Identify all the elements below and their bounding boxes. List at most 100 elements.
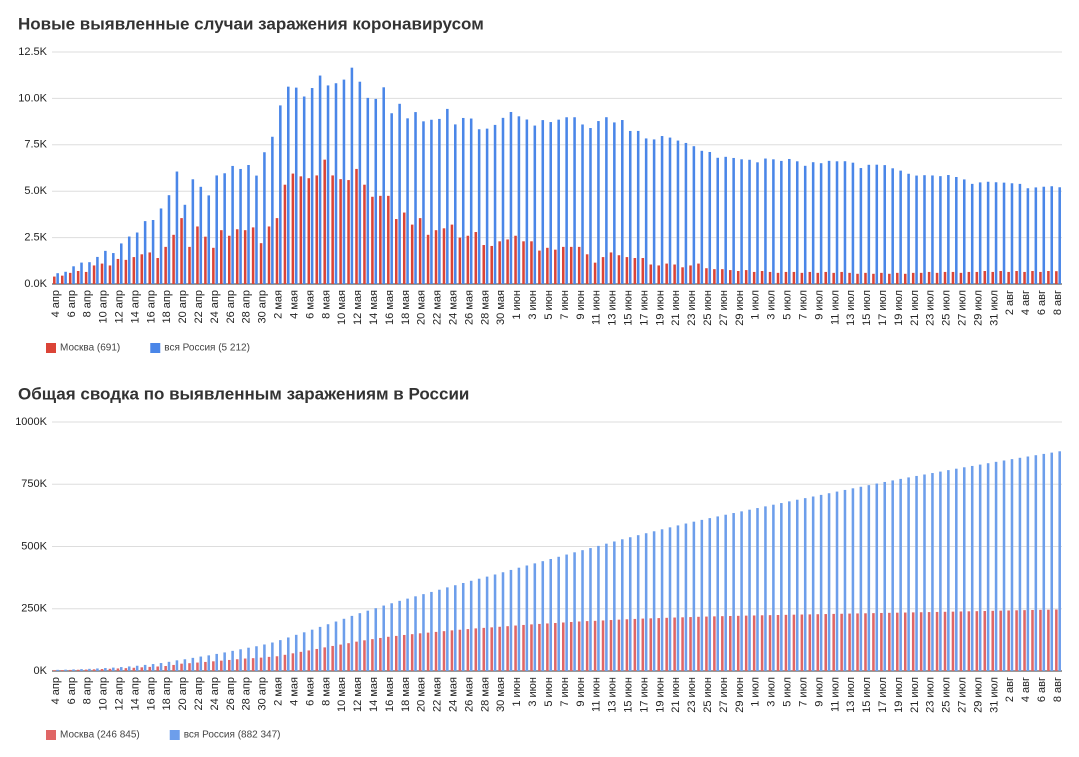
bar bbox=[371, 196, 374, 284]
bar bbox=[593, 262, 597, 284]
bar bbox=[577, 246, 581, 284]
bar bbox=[430, 119, 433, 284]
bar bbox=[549, 558, 552, 671]
bar bbox=[752, 615, 756, 671]
bar bbox=[649, 264, 653, 284]
bar bbox=[108, 265, 112, 284]
bar bbox=[116, 258, 120, 284]
x-tick-label: 25 июл bbox=[941, 290, 953, 326]
bar bbox=[199, 186, 203, 284]
bar bbox=[1023, 610, 1026, 671]
bar bbox=[911, 612, 915, 671]
bar bbox=[554, 622, 557, 671]
x-tick-label: 16 мая bbox=[384, 677, 396, 712]
bar bbox=[621, 120, 624, 284]
bar bbox=[223, 173, 226, 284]
x-tick-label: 23 июл bbox=[925, 677, 937, 713]
x-tick-label: 8 апр bbox=[82, 677, 94, 704]
bar bbox=[84, 669, 88, 671]
bar bbox=[287, 637, 290, 671]
x-tick-label: 12 мая bbox=[352, 677, 364, 712]
bar bbox=[450, 224, 454, 284]
bar bbox=[382, 605, 385, 671]
bar bbox=[183, 659, 187, 671]
bar bbox=[156, 666, 159, 671]
bar bbox=[477, 578, 481, 671]
bar bbox=[975, 611, 979, 671]
x-tick-label: 9 июл bbox=[813, 677, 825, 707]
bar bbox=[395, 635, 398, 671]
bar bbox=[1042, 453, 1046, 671]
bar bbox=[406, 118, 409, 285]
bar bbox=[80, 262, 83, 284]
bar bbox=[119, 243, 123, 284]
bar bbox=[1050, 452, 1054, 671]
bar bbox=[215, 175, 218, 284]
bar bbox=[493, 574, 497, 671]
bar bbox=[509, 569, 513, 671]
bar bbox=[939, 176, 942, 284]
bar bbox=[891, 168, 894, 284]
bar bbox=[72, 669, 75, 671]
bar bbox=[541, 120, 545, 284]
bar bbox=[792, 614, 796, 671]
bar bbox=[220, 230, 223, 284]
x-tick-label: 21 июл bbox=[909, 677, 921, 713]
x-tick-label: 14 мая bbox=[368, 677, 380, 712]
bar bbox=[915, 475, 918, 671]
bar bbox=[581, 550, 584, 671]
x-tick-label: 4 авг bbox=[1020, 290, 1032, 315]
x-tick-label: 27 июн bbox=[718, 677, 730, 713]
bar bbox=[402, 634, 406, 671]
bar bbox=[434, 230, 438, 284]
bar bbox=[827, 160, 831, 284]
bar bbox=[398, 103, 401, 284]
bar bbox=[1058, 451, 1061, 671]
bar bbox=[196, 226, 199, 284]
bar bbox=[883, 165, 887, 284]
bar bbox=[223, 652, 226, 671]
bar bbox=[641, 258, 645, 284]
bar bbox=[172, 664, 175, 671]
bar bbox=[387, 195, 390, 284]
bar bbox=[477, 129, 481, 284]
bar bbox=[426, 234, 430, 284]
bar bbox=[764, 506, 767, 671]
bar bbox=[705, 268, 708, 284]
bar bbox=[732, 157, 735, 284]
bar bbox=[271, 642, 274, 671]
x-tick-label: 1 июн bbox=[511, 290, 523, 320]
bar bbox=[824, 614, 827, 671]
legend-label: Москва (691) bbox=[60, 343, 120, 354]
bar bbox=[903, 612, 907, 671]
x-tick-label: 16 апр bbox=[145, 290, 157, 323]
bar bbox=[239, 168, 242, 284]
x-tick-label: 3 июн bbox=[527, 290, 539, 320]
x-tick-label: 3 июл bbox=[766, 290, 778, 320]
bar bbox=[808, 271, 812, 284]
x-tick-label: 8 авг bbox=[1052, 677, 1064, 702]
bar bbox=[795, 161, 799, 284]
bar bbox=[756, 162, 759, 284]
bar bbox=[374, 608, 378, 671]
x-tick-label: 27 июл bbox=[956, 677, 968, 713]
bar bbox=[609, 252, 613, 284]
bar bbox=[363, 184, 366, 284]
bar bbox=[84, 271, 88, 284]
x-tick-label: 2 мая bbox=[273, 677, 285, 706]
bar bbox=[196, 662, 199, 671]
bar bbox=[978, 464, 982, 671]
bar bbox=[729, 615, 732, 671]
bar bbox=[748, 509, 751, 671]
x-tick-label: 6 апр bbox=[66, 290, 78, 317]
bar bbox=[660, 529, 664, 671]
bar bbox=[1047, 271, 1050, 284]
bar bbox=[88, 668, 91, 671]
x-tick-label: 26 апр bbox=[225, 677, 237, 710]
bar bbox=[931, 175, 934, 284]
bar bbox=[835, 491, 839, 671]
y-tick-label: 2.5K bbox=[24, 232, 47, 244]
bar bbox=[625, 257, 629, 284]
y-tick-label: 10.0K bbox=[18, 92, 47, 104]
x-tick-label: 1 июл bbox=[750, 290, 762, 320]
